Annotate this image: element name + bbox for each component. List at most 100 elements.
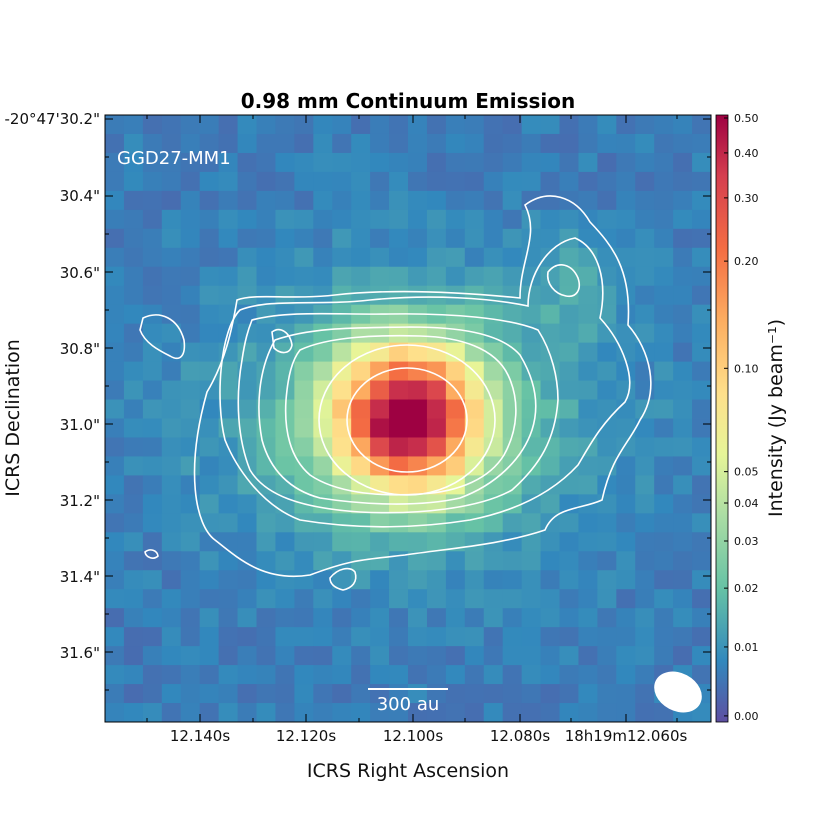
heatmap-cell — [123, 342, 144, 363]
heatmap-cell — [559, 551, 580, 571]
heatmap-cell — [237, 418, 258, 439]
heatmap-cell — [237, 342, 258, 363]
heatmap-cell — [351, 608, 371, 628]
heatmap-cell — [275, 532, 295, 552]
heatmap-cell — [426, 570, 447, 590]
heatmap-cell — [464, 247, 485, 268]
heatmap-cell — [673, 152, 693, 173]
heatmap-cell — [161, 228, 182, 249]
heatmap-cell — [142, 133, 163, 154]
heatmap-cell — [105, 494, 125, 514]
heatmap-cell — [673, 304, 693, 325]
heatmap-cell — [692, 190, 711, 211]
heatmap-cell — [105, 133, 125, 154]
heatmap-cell — [578, 361, 598, 382]
heatmap-cell — [180, 171, 201, 192]
heatmap-cell — [294, 437, 314, 458]
heatmap-cell — [313, 456, 333, 477]
plot-frame — [104, 114, 712, 723]
heatmap-cell — [199, 437, 220, 458]
heatmap-cell — [464, 133, 485, 154]
contour-level-4 — [258, 326, 537, 505]
chart-title: 0.98 mm Continuum Emission — [241, 89, 576, 113]
heatmap-cell — [370, 133, 390, 154]
heatmap-cell — [218, 152, 239, 173]
heatmap-cell — [445, 703, 466, 722]
heatmap-cell — [161, 608, 182, 628]
heatmap-cell — [616, 703, 636, 722]
heatmap-cell — [559, 570, 580, 590]
heatmap-cell — [370, 513, 390, 533]
heatmap-cell — [502, 228, 523, 249]
heatmap-cell — [294, 551, 314, 571]
x-tick-label: 12.080s — [490, 727, 550, 745]
heatmap-cell — [654, 646, 674, 666]
heatmap-cell — [389, 646, 409, 666]
heatmap-cell — [218, 494, 239, 514]
heatmap-cell — [502, 380, 523, 401]
heatmap-cell — [616, 190, 636, 211]
heatmap-cell — [502, 342, 523, 363]
heatmap-cell — [199, 418, 220, 439]
heatmap-cell — [654, 171, 674, 192]
heatmap-cell — [332, 190, 352, 211]
heatmap-cell — [408, 190, 428, 211]
heatmap-cell — [673, 456, 693, 477]
heatmap-cell — [521, 418, 542, 439]
heatmap-cell — [161, 323, 182, 344]
heatmap-cell — [142, 646, 163, 666]
heatmap-cell — [483, 133, 504, 154]
heatmap-cell — [540, 209, 561, 230]
heatmap-cell — [635, 266, 655, 287]
heatmap-cell — [692, 171, 711, 192]
heatmap-cell — [237, 570, 258, 590]
heatmap-cell — [597, 399, 617, 420]
heatmap-cell — [483, 494, 504, 514]
heatmap-cell — [597, 228, 617, 249]
heatmap-cell — [389, 115, 409, 135]
heatmap-cell — [540, 589, 561, 609]
heatmap-cell — [218, 399, 239, 420]
contour-level-2 — [219, 237, 631, 528]
heatmap-cell — [483, 304, 504, 325]
heatmap-cell — [370, 646, 390, 666]
heatmap-cell — [332, 608, 352, 628]
heatmap-cell — [635, 456, 655, 477]
heatmap-cell — [275, 115, 295, 135]
heatmap-cell — [332, 380, 352, 401]
heatmap-cell — [426, 171, 447, 192]
heatmap-cell — [502, 133, 523, 154]
heatmap-cell — [559, 513, 580, 533]
heatmap-cell — [673, 209, 693, 230]
heatmap-cell — [408, 551, 428, 571]
heatmap-cell — [123, 399, 144, 420]
heatmap-cell — [692, 418, 711, 439]
heatmap-cell — [313, 228, 333, 249]
heatmap-cell — [559, 247, 580, 268]
colorbar-tick-label: 0.40 — [734, 147, 759, 160]
heatmap-cell — [218, 665, 239, 685]
heatmap-cell — [426, 456, 447, 477]
heatmap-cell — [483, 418, 504, 439]
heatmap-cell — [351, 589, 371, 609]
contour-island-inner — [271, 328, 293, 354]
heatmap-cell — [635, 589, 655, 609]
heatmap-cell — [502, 115, 523, 135]
heatmap-cell — [237, 513, 258, 533]
heatmap-cell — [521, 456, 542, 477]
heatmap-cell — [218, 703, 239, 722]
heatmap-cell — [616, 171, 636, 192]
heatmap-cell — [237, 133, 258, 154]
heatmap-cell — [483, 190, 504, 211]
heatmap-cell — [502, 532, 523, 552]
heatmap-cell — [237, 266, 258, 287]
heatmap-cell — [408, 589, 428, 609]
heatmap-cell — [426, 285, 447, 306]
heatmap-cell — [445, 266, 466, 287]
heatmap-cell — [218, 323, 239, 344]
heatmap-cell — [408, 266, 428, 287]
heatmap-cell — [540, 494, 561, 514]
heatmap-cell — [635, 627, 655, 647]
heatmap-cell — [370, 171, 390, 192]
heatmap-cell — [578, 703, 598, 722]
